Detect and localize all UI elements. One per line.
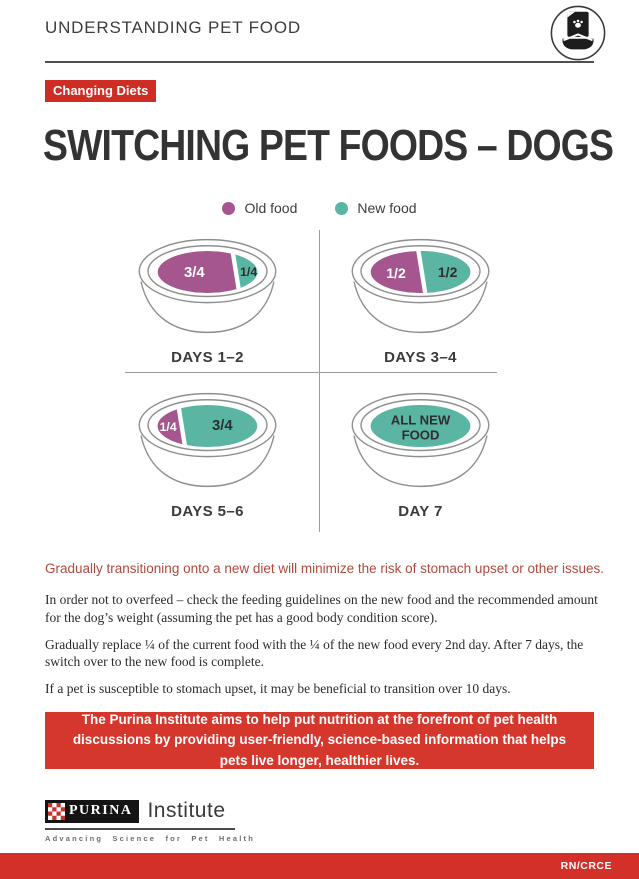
pet-food-bag-bowl-icon	[549, 4, 607, 62]
purina-brand-text: PURINA	[69, 803, 133, 818]
portion-label-new-line2: FOOD	[402, 427, 440, 442]
bowl-caption: DAYS 1–2	[171, 349, 244, 366]
logo-divider	[45, 828, 235, 830]
bowl-graphic-days-3-4: 1/2 1/2	[351, 238, 490, 334]
legend: Old food New food	[0, 200, 639, 216]
legend-label-new: New food	[357, 200, 417, 216]
bowl-caption: DAY 7	[398, 503, 443, 520]
section-badge: Changing Diets	[45, 80, 157, 102]
institute-text: Institute	[147, 799, 226, 822]
footer-bar: RN/CRCE	[0, 853, 639, 879]
diagram-horizontal-divider	[125, 372, 497, 373]
paragraph-1: In order not to overfeed – check the fee…	[45, 592, 598, 625]
portion-label-new: 1/4	[240, 265, 257, 279]
new-food-dot-icon	[335, 201, 349, 215]
legend-item-old-food: Old food	[222, 200, 297, 216]
bowl-caption: DAYS 5–6	[171, 503, 244, 520]
body-text: In order not to overfeed – check the fee…	[45, 591, 599, 707]
bowl-graphic-days-5-6: 1/4 3/4	[138, 392, 277, 488]
purina-institute-logo: PURINA Institute Advancing Science for P…	[45, 799, 256, 843]
bowl-days-3-4: 1/2 1/2 DAYS 3–4	[333, 236, 508, 366]
mission-callout-text: The Purina Institute aims to help put nu…	[72, 712, 567, 768]
header-title: UNDERSTANDING PET FOOD	[45, 18, 301, 37]
old-food-dot-icon	[222, 201, 236, 215]
bowl-caption: DAYS 3–4	[384, 349, 457, 366]
portion-label-new-line1: ALL NEW	[391, 412, 451, 427]
bowl-graphic-day-7: ALL NEW FOOD	[351, 392, 490, 488]
bowl-days-5-6: 1/4 3/4 DAYS 5–6	[120, 390, 295, 520]
portion-label-new: 1/2	[438, 264, 458, 280]
footer-code: RN/CRCE	[560, 860, 612, 872]
paragraph-3: If a pet is susceptible to stomach upset…	[45, 681, 511, 697]
header-divider	[45, 61, 594, 63]
mission-callout-box: The Purina Institute aims to help put nu…	[45, 712, 594, 769]
portion-label-old: 1/2	[386, 265, 406, 281]
purina-checkerboard-icon	[48, 802, 65, 820]
highlight-sentence: Gradually transitioning onto a new diet …	[45, 561, 605, 576]
bowl-graphic-days-1-2: 3/4 1/4	[138, 238, 277, 334]
bowl-days-1-2: 3/4 1/4 DAYS 1–2	[120, 236, 295, 366]
logo-tagline: Advancing Science for Pet Health	[45, 834, 256, 843]
portion-label-old: 1/4	[160, 420, 177, 434]
legend-label-old: Old food	[244, 200, 298, 216]
portion-label-old: 3/4	[184, 265, 205, 281]
bowl-day-7: ALL NEW FOOD DAY 7	[333, 390, 508, 520]
portion-label-new: 3/4	[212, 418, 233, 434]
purina-wordmark: PURINA	[45, 799, 140, 823]
diagram-vertical-divider	[319, 230, 320, 532]
legend-item-new-food: New food	[335, 200, 417, 216]
page-title: SWITCHING PET FOODS – DOGS	[43, 121, 614, 170]
paragraph-2: Gradually replace ¼ of the current food …	[45, 636, 584, 670]
transition-diagram: 3/4 1/4 DAYS 1–2 1/2 1/2 DAYS 3–4	[0, 228, 639, 534]
